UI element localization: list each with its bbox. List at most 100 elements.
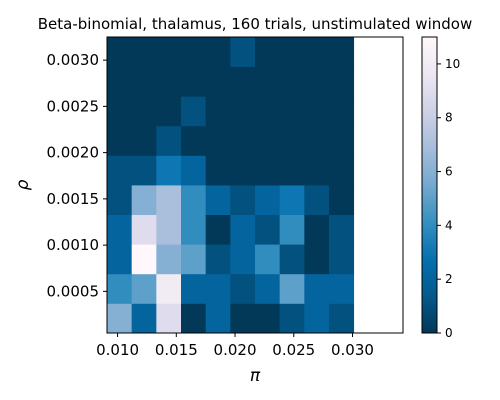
heatmap-cell	[230, 96, 256, 127]
heatmap-cell	[329, 96, 355, 127]
colorbar-tick-label: 6	[445, 165, 453, 179]
y-tick-label: 0.0020	[47, 144, 100, 162]
heatmap-cell	[181, 66, 207, 97]
heatmap-cell	[255, 214, 281, 245]
heatmap-cell	[156, 37, 182, 67]
y-axis-label: ρ	[13, 179, 33, 190]
x-axis-ticks: 0.010 0.015 0.020 0.025 0.030	[96, 333, 374, 359]
heatmap-cell	[131, 214, 157, 245]
heatmap-cell	[205, 185, 231, 215]
x-tick-label: 0.020	[214, 341, 257, 359]
heatmap-cell	[329, 66, 355, 97]
y-tick-label: 0.0015	[47, 190, 100, 208]
colorbar-tick-label: 0	[445, 326, 453, 340]
heatmap-cell	[181, 96, 207, 127]
heatmap-cell	[304, 96, 330, 127]
heatmap-cell	[329, 244, 355, 275]
heatmap-cell	[205, 214, 231, 245]
heatmap-cell	[156, 96, 182, 127]
heatmap-cell	[107, 303, 133, 334]
heatmap-cell	[329, 303, 355, 334]
heatmap-cell	[181, 37, 207, 67]
heatmap-cell	[255, 244, 281, 275]
heatmap-cell	[156, 303, 182, 334]
colorbar-tick-label: 2	[445, 272, 453, 286]
heatmap-cell	[279, 96, 305, 127]
heatmap-cell	[205, 96, 231, 127]
heatmap-cell	[131, 244, 157, 275]
heatmap-cell	[156, 214, 182, 245]
heatmap-cell	[230, 66, 256, 97]
x-tick-label: 0.010	[96, 341, 139, 359]
heatmap-cell	[107, 96, 133, 127]
heatmap-cell	[156, 155, 182, 186]
heatmap-cell	[304, 303, 330, 334]
heatmap-cell	[329, 125, 355, 156]
heatmap-cell	[205, 125, 231, 156]
heatmap-cell	[279, 273, 305, 304]
heatmap-cell	[205, 37, 231, 67]
heatmap-cell	[304, 37, 330, 67]
y-tick-label: 0.0010	[47, 236, 100, 254]
heatmap-cell	[131, 155, 157, 186]
heatmap-cell	[205, 273, 231, 304]
x-tick-label: 0.025	[272, 341, 315, 359]
heatmap-cell	[107, 155, 133, 186]
x-axis-label: π	[250, 366, 261, 386]
colorbar-tick-label: 10	[445, 57, 460, 71]
heatmap-cell	[255, 273, 281, 304]
heatmap-cell	[107, 273, 133, 304]
heatmap-cell	[230, 185, 256, 215]
chart-title: Beta-binomial, thalamus, 160 trials, uns…	[38, 15, 472, 33]
heatmap-cell	[230, 214, 256, 245]
y-tick-label: 0.0025	[47, 97, 100, 115]
x-tick-label: 0.015	[155, 341, 198, 359]
heatmap-cell	[255, 303, 281, 334]
heatmap-cell	[329, 155, 355, 186]
heatmap-cell	[230, 155, 256, 186]
heatmap-cell	[279, 214, 305, 245]
heatmap-cell	[107, 244, 133, 275]
heatmap-cell	[304, 244, 330, 275]
heatmap-cell	[156, 185, 182, 215]
colorbar-tick-label: 4	[445, 218, 453, 232]
heatmap-cell	[230, 37, 256, 67]
heatmap-cell	[304, 214, 330, 245]
heatmap-cell	[329, 273, 355, 304]
x-tick-label: 0.030	[331, 341, 374, 359]
colorbar-ticks: 0 2 4 6 8 10	[437, 57, 460, 340]
heatmap-cell	[205, 244, 231, 275]
heatmap-cell	[131, 96, 157, 127]
heatmap-cell	[279, 125, 305, 156]
heatmap-cell	[329, 185, 355, 215]
heatmap-cell	[205, 66, 231, 97]
heatmap-cell	[329, 214, 355, 245]
y-axis-ticks: 0.0005 0.0010 0.0015 0.0020 0.0025 0.0030	[47, 51, 107, 300]
heatmap-cell	[181, 155, 207, 186]
heatmap-cell	[156, 66, 182, 97]
heatmap-cell	[205, 155, 231, 186]
heatmap-cell	[131, 273, 157, 304]
heatmap-cell	[304, 155, 330, 186]
heatmap-cell	[107, 37, 133, 67]
heatmap-cell	[181, 185, 207, 215]
heatmap-cell	[230, 244, 256, 275]
heatmap-cell	[255, 155, 281, 186]
heatmap-cell	[181, 125, 207, 156]
heatmap-cell	[279, 244, 305, 275]
heatmap-cell	[181, 303, 207, 334]
heatmap-cell	[304, 66, 330, 97]
heatmap-cell	[107, 125, 133, 156]
heatmap-cells	[107, 37, 355, 334]
y-tick-label: 0.0005	[47, 282, 100, 300]
heatmap-cell	[304, 185, 330, 215]
heatmap-cell	[156, 244, 182, 275]
colorbar	[421, 36, 438, 334]
heatmap-cell	[131, 37, 157, 67]
heatmap-cell	[131, 185, 157, 215]
heatmap-cell	[255, 96, 281, 127]
heatmap-cell	[279, 37, 305, 67]
heatmap-cell	[205, 303, 231, 334]
heatmap-cell	[156, 273, 182, 304]
heatmap-cell	[230, 125, 256, 156]
